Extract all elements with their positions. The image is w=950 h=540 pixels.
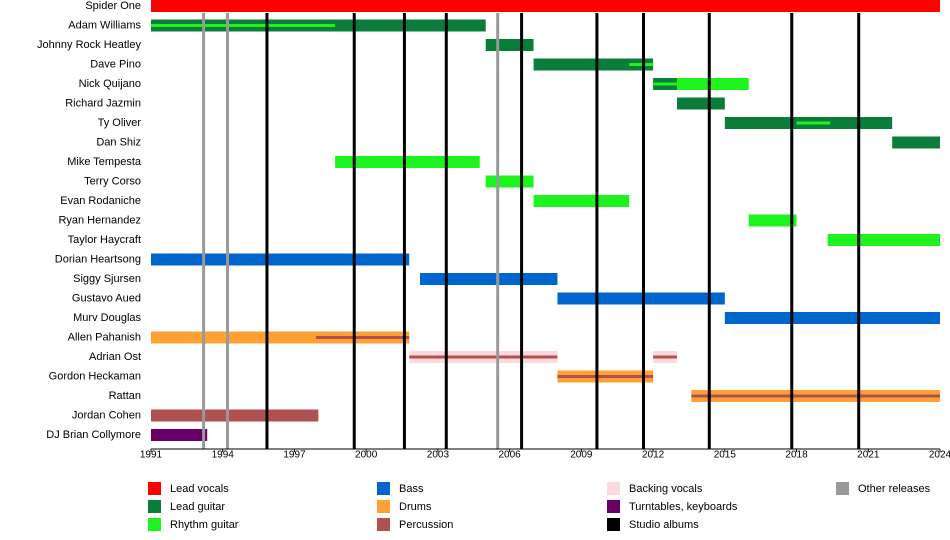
bar xyxy=(151,409,319,422)
legend-label: Other releases xyxy=(858,483,931,495)
member-name: Dorian Heartsong xyxy=(55,253,141,265)
bar xyxy=(677,78,749,90)
member-name: Allen Pahanish xyxy=(68,331,141,343)
member-name: Terry Corso xyxy=(84,175,141,187)
member-name: Taylor Haycraft xyxy=(68,234,141,246)
member-name: Evan Rodaniche xyxy=(60,195,141,207)
legend-swatch xyxy=(148,518,161,531)
legend-label: Studio albums xyxy=(629,519,699,531)
x-tick-label: 2012 xyxy=(642,450,665,461)
bar xyxy=(557,292,725,305)
legend-label: Bass xyxy=(399,483,424,495)
bar-stripe xyxy=(653,355,677,359)
legend-label: Rhythm guitar xyxy=(170,519,239,531)
bar-stripe xyxy=(796,121,831,125)
x-tick-label: 1991 xyxy=(140,450,163,461)
bar xyxy=(151,429,208,441)
member-name: Nick Quijano xyxy=(79,78,141,90)
member-name: Richard Jazmin xyxy=(65,97,141,109)
member-name: Dan Shiz xyxy=(96,136,141,148)
legend-swatch xyxy=(836,482,849,495)
bar-stripe xyxy=(629,63,654,66)
bar xyxy=(827,234,940,246)
member-name: Mike Tempesta xyxy=(67,156,142,168)
legend-swatch xyxy=(607,500,620,513)
legend-label: Turntables, keyboards xyxy=(629,501,738,513)
bar-stripe xyxy=(691,394,940,398)
legend-label: Lead guitar xyxy=(170,501,225,513)
member-name: Johnny Rock Heatley xyxy=(37,39,141,51)
legend-swatch xyxy=(377,500,390,513)
x-tick-label: 1994 xyxy=(212,450,235,461)
member-name: Dave Pino xyxy=(90,58,141,70)
legend-swatch xyxy=(607,482,620,495)
member-name: Spider One xyxy=(85,0,141,12)
x-tick-label: 2000 xyxy=(355,450,378,461)
legend-label: Lead vocals xyxy=(170,483,229,495)
member-name: Rattan xyxy=(109,390,141,402)
bar xyxy=(677,97,725,110)
x-tick-label: 2018 xyxy=(785,450,808,461)
bar-stripe xyxy=(557,375,654,378)
legend-swatch xyxy=(377,518,390,531)
bar xyxy=(485,175,534,188)
x-tick-label: 2006 xyxy=(499,450,522,461)
x-tick-label: 2009 xyxy=(570,450,593,461)
bar xyxy=(485,39,534,51)
member-name: Ryan Hernandez xyxy=(58,214,141,226)
member-name: Adrian Ost xyxy=(89,351,141,363)
bar xyxy=(533,58,654,71)
member-name: Adam Williams xyxy=(68,19,141,31)
member-name: DJ Brian Collymore xyxy=(46,429,141,441)
bar xyxy=(724,312,940,324)
bar-stripe xyxy=(409,355,558,359)
bar-stripe xyxy=(151,24,336,27)
bar xyxy=(335,156,480,168)
legend-label: Percussion xyxy=(399,519,453,531)
x-tick-label: 2021 xyxy=(857,450,880,461)
member-name: Jordan Cohen xyxy=(72,409,141,421)
legend-label: Backing vocals xyxy=(629,483,703,495)
member-name: Gustavo Aued xyxy=(72,292,141,304)
bar xyxy=(151,331,410,344)
legend-swatch xyxy=(607,518,620,531)
x-tick-label: 1997 xyxy=(283,450,306,461)
legend-swatch xyxy=(148,500,161,513)
x-tick-label: 2003 xyxy=(427,450,450,461)
member-name: Gordon Heckaman xyxy=(49,370,141,382)
bar-stripe xyxy=(315,336,410,339)
legend-swatch xyxy=(377,482,390,495)
bar xyxy=(892,136,940,149)
bar-stripe xyxy=(653,82,677,86)
x-tick-label: 2024 xyxy=(929,450,950,461)
x-tick-label: 2015 xyxy=(714,450,737,461)
member-name: Ty Oliver xyxy=(98,117,142,129)
bar xyxy=(151,0,940,12)
bar xyxy=(151,253,410,266)
bar xyxy=(533,195,630,207)
member-name: Murv Douglas xyxy=(73,312,141,324)
member-name: Siggy Sjursen xyxy=(73,273,141,285)
legend-swatch xyxy=(148,482,161,495)
bar xyxy=(748,214,797,227)
bar xyxy=(419,273,558,285)
legend-label: Drums xyxy=(399,501,432,513)
